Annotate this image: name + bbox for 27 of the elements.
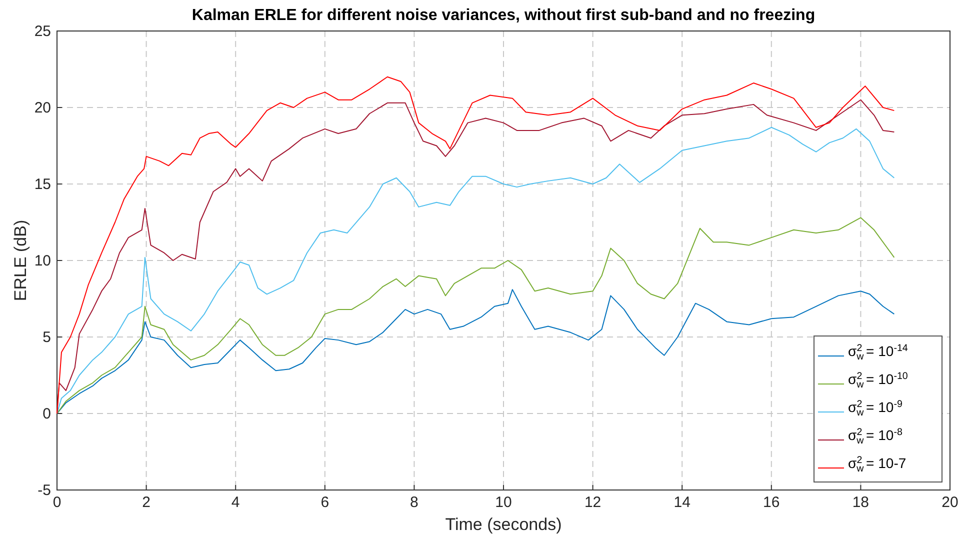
chart-title: Kalman ERLE for different noise variances, without first sub-band and no freezing <box>192 7 816 24</box>
x-tick-label: 8 <box>410 494 418 511</box>
y-tick-label: 0 <box>42 406 51 422</box>
y-axis-title: ERLE (dB) <box>11 220 30 302</box>
x-tick-label: 2 <box>142 494 150 511</box>
x-tick-label: 16 <box>763 494 780 511</box>
y-tick-label: 10 <box>34 252 51 270</box>
x-tick-label: 4 <box>231 494 240 511</box>
y-tick-label: 5 <box>42 329 51 346</box>
legend-label: σ$_{w}$$^{2}$ = 10$^{-10}$ <box>848 371 908 390</box>
legend-label: σ$_{w}$$^{2}$ = 10-7 <box>848 455 906 474</box>
x-tick-label: 18 <box>852 494 870 511</box>
line-series <box>56 289 895 414</box>
line-series <box>56 217 895 414</box>
x-tick-label: 6 <box>320 494 330 511</box>
x-tick-label: 10 <box>495 494 512 511</box>
legend-label: σ$_{w}$$^{2}$ = 10$^{-14}$ <box>848 343 908 362</box>
y-tick-label: 25 <box>34 23 51 40</box>
x-axis-title: Time (seconds) <box>445 515 562 534</box>
x-tick-label: 20 <box>942 494 958 511</box>
legend-label: σ$_{w}$$^{2}$ = 10$^{-9}$ <box>848 399 902 418</box>
y-tick-label: 15 <box>34 176 51 193</box>
legend-label: σ$_{w}$$^{2}$ = 10$^{-8}$ <box>848 427 903 446</box>
x-tick-label: 12 <box>584 494 602 511</box>
x-tick-label: 14 <box>674 494 690 511</box>
y-tick-label: 20 <box>34 100 51 116</box>
y-tick-label: -5 <box>38 482 51 499</box>
